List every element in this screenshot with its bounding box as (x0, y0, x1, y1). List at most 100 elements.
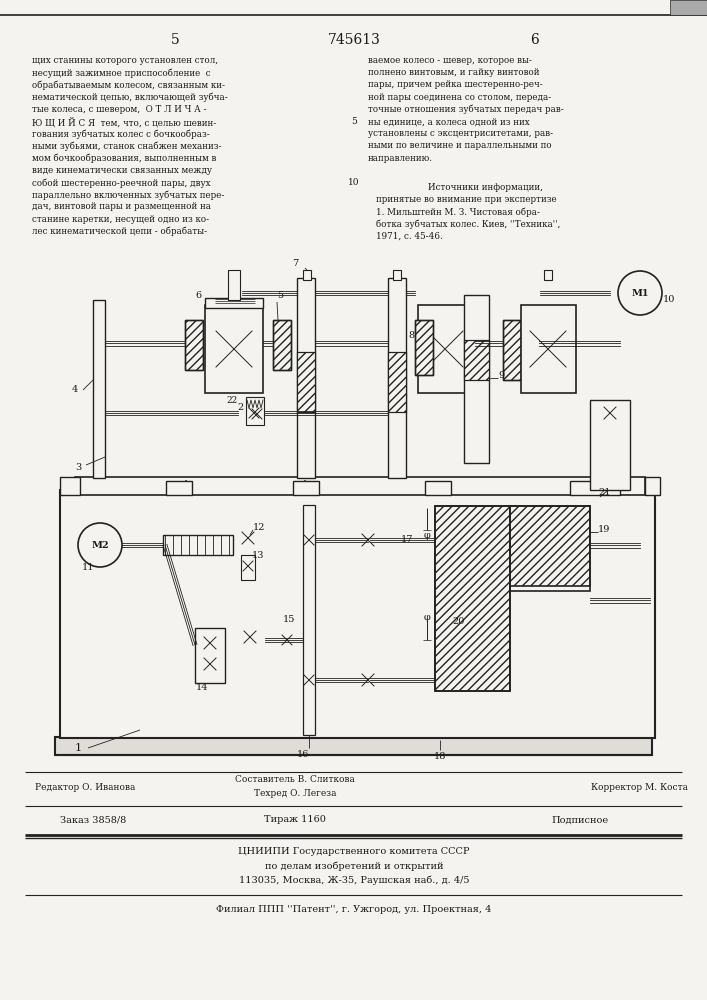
Text: параллельно включенных зубчатых пере-: параллельно включенных зубчатых пере- (32, 190, 224, 200)
Bar (185, 320, 203, 370)
Bar (388, 278, 406, 478)
Bar (293, 481, 319, 495)
Bar (435, 506, 510, 691)
Bar (544, 270, 552, 280)
Text: φ: φ (423, 612, 431, 621)
Text: ными зубьями, станок снабжен механиз-: ными зубьями, станок снабжен механиз- (32, 141, 221, 151)
Text: установлены с эксцентриситетами, рав-: установлены с эксцентриситетами, рав- (368, 129, 553, 138)
Text: 6: 6 (196, 291, 202, 300)
Text: собой шестеренно-реечной пары, двух: собой шестеренно-реечной пары, двух (32, 178, 211, 188)
Circle shape (78, 523, 122, 567)
Bar (185, 320, 203, 370)
Bar (570, 481, 620, 495)
Text: лес кинематической цепи - обрабаты-: лес кинематической цепи - обрабаты- (32, 227, 207, 236)
Text: Редактор О. Иванова: Редактор О. Иванова (35, 782, 135, 792)
Text: 4: 4 (72, 385, 78, 394)
Bar (521, 305, 576, 393)
Bar (273, 320, 291, 370)
Bar (590, 400, 630, 490)
Bar (205, 305, 263, 393)
Circle shape (618, 271, 662, 315)
Text: ными по величине и параллельными по: ными по величине и параллельными по (368, 141, 551, 150)
Text: 19: 19 (598, 526, 610, 534)
Text: 11: 11 (82, 564, 94, 572)
Bar (246, 397, 264, 425)
Bar (241, 555, 255, 580)
Text: 10: 10 (349, 178, 360, 187)
Text: направлению.: направлению. (368, 154, 433, 163)
Bar (166, 481, 192, 495)
Bar (75, 477, 645, 495)
Text: 1. Мильштейн М. З. Чистовая обра-: 1. Мильштейн М. З. Чистовая обра- (376, 207, 540, 217)
Bar (670, 0, 707, 15)
Bar (645, 477, 660, 495)
Text: φ: φ (423, 530, 431, 540)
Text: ной пары соединена со столом, переда-: ной пары соединена со столом, переда- (368, 93, 551, 102)
Text: ваемое колесо - шевер, которое вы-: ваемое колесо - шевер, которое вы- (368, 56, 532, 65)
Text: тые колеса, с шевером,  О Т Л И Ч А -: тые колеса, с шевером, О Т Л И Ч А - (32, 105, 206, 114)
Text: 113035, Москва, Ж-35, Раушская наб., д. 4/5: 113035, Москва, Ж-35, Раушская наб., д. … (239, 875, 469, 885)
Bar (228, 270, 240, 300)
Text: 6: 6 (531, 33, 539, 47)
Text: 18: 18 (434, 752, 446, 761)
Text: 5: 5 (277, 291, 283, 300)
Text: обрабатываемым колесом, связанным ки-: обрабатываемым колесом, связанным ки- (32, 80, 225, 90)
Bar (60, 477, 80, 495)
Bar (425, 481, 451, 495)
Bar (273, 320, 291, 370)
Bar (93, 300, 105, 478)
Bar (303, 270, 311, 280)
Text: Техред О. Легеза: Техред О. Легеза (254, 790, 337, 798)
Bar (163, 535, 233, 555)
Text: виде кинематически связанных между: виде кинематически связанных между (32, 166, 212, 175)
Bar (503, 320, 521, 380)
Text: принятые во внимание при экспертизе: принятые во внимание при экспертизе (376, 195, 556, 204)
Text: щих станины которого установлен стол,: щих станины которого установлен стол, (32, 56, 218, 65)
Text: несущий зажимное приспособление  с: несущий зажимное приспособление с (32, 68, 211, 78)
Text: станине каретки, несущей одно из ко-: станине каретки, несущей одно из ко- (32, 215, 209, 224)
Text: Источники информации,: Источники информации, (428, 183, 543, 192)
Text: 16: 16 (297, 750, 309, 759)
Bar (415, 320, 433, 375)
Text: полнено винтовым, и гайку винтовой: полнено винтовым, и гайку винтовой (368, 68, 539, 77)
Text: Корректор М. Коста: Корректор М. Коста (592, 782, 689, 792)
Bar (55, 737, 652, 755)
Text: 21: 21 (598, 488, 611, 497)
Bar (393, 270, 401, 280)
Text: 9: 9 (498, 370, 504, 379)
Text: по делам изобретений и открытий: по делам изобретений и открытий (264, 861, 443, 871)
Bar (297, 352, 315, 412)
Text: 745613: 745613 (327, 33, 380, 47)
Text: 5: 5 (170, 33, 180, 47)
Text: гования зубчатых колес с бочкообраз-: гования зубчатых колес с бочкообраз- (32, 129, 210, 139)
Text: Подписное: Подписное (551, 816, 609, 824)
Bar (297, 352, 315, 412)
Text: ботка зубчатых колес. Киев, ''Техника'',: ботка зубчатых колес. Киев, ''Техника'', (376, 220, 561, 229)
Text: ны единице, а колеса одной из них: ны единице, а колеса одной из них (368, 117, 530, 126)
Text: Составитель В. Слиткова: Составитель В. Слиткова (235, 776, 355, 784)
Text: 13: 13 (252, 552, 264, 560)
Text: 2: 2 (238, 403, 244, 412)
Text: 14: 14 (196, 684, 209, 692)
Text: 15: 15 (283, 615, 295, 624)
Bar (195, 628, 225, 683)
Bar (464, 340, 489, 380)
Text: 3: 3 (75, 464, 81, 473)
Text: мом бочкообразования, выполненным в: мом бочкообразования, выполненным в (32, 154, 216, 163)
Bar (418, 305, 473, 393)
Text: Филиал ППП ''Патент'', г. Ужгород, ул. Проектная, 4: Филиал ППП ''Патент'', г. Ужгород, ул. П… (216, 906, 491, 914)
Bar (388, 352, 406, 412)
Text: 20: 20 (452, 617, 464, 626)
Text: Тираж 1160: Тираж 1160 (264, 816, 326, 824)
Text: дач, винтовой пары и размещенной на: дач, винтовой пары и размещенной на (32, 202, 211, 211)
Bar (297, 278, 315, 478)
Text: 1971, с. 45-46.: 1971, с. 45-46. (376, 232, 443, 241)
Bar (435, 506, 510, 691)
Text: 7: 7 (292, 259, 298, 268)
Bar (464, 295, 489, 463)
Bar (303, 505, 315, 735)
Text: M2: M2 (91, 540, 109, 550)
Text: 1: 1 (74, 743, 81, 753)
Text: 17: 17 (400, 536, 413, 544)
Text: 8: 8 (409, 330, 415, 340)
